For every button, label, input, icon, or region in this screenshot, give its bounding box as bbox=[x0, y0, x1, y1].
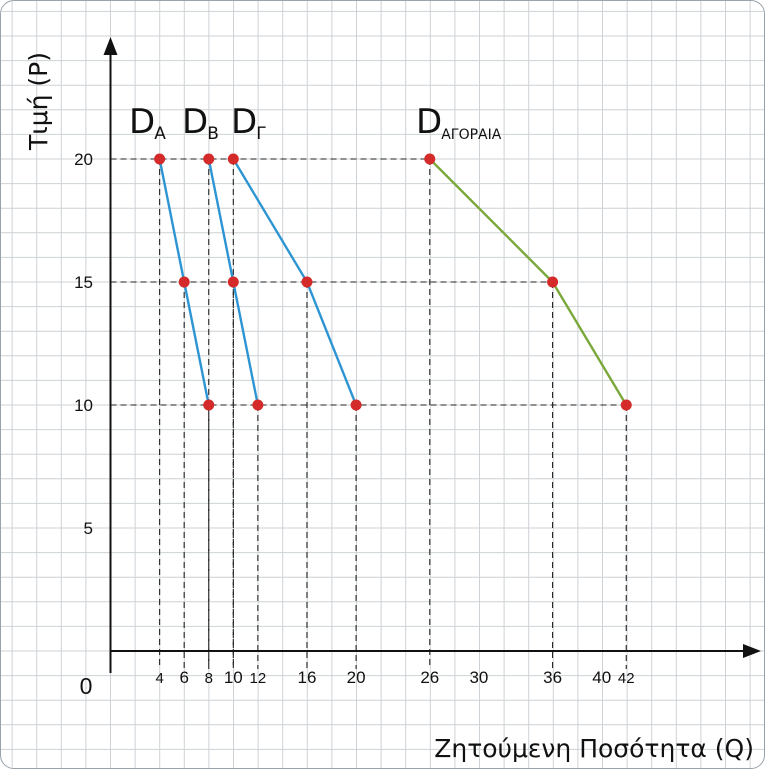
data-point bbox=[203, 154, 214, 165]
data-point bbox=[301, 277, 312, 288]
x-tick-label: 4 bbox=[155, 670, 163, 687]
curve-subscript: A bbox=[154, 124, 166, 144]
x-tick-label: 26 bbox=[420, 668, 439, 687]
x-tick-label: 16 bbox=[298, 668, 317, 687]
x-tick-label: 12 bbox=[250, 670, 267, 687]
data-point bbox=[154, 154, 165, 165]
x-tick-label: 36 bbox=[543, 668, 562, 687]
x-tick-label: 8 bbox=[205, 670, 213, 687]
x-tick-label: 42 bbox=[618, 670, 635, 687]
data-point bbox=[621, 400, 632, 411]
data-point bbox=[228, 277, 239, 288]
curve-label: DΑΓΟΡΑΙΑ bbox=[416, 102, 502, 143]
y-tick-label: 15 bbox=[74, 273, 93, 292]
x-axis-title: Ζητούμενη Ποσότητα (Q) bbox=[434, 734, 754, 763]
x-axis-arrow-icon bbox=[743, 644, 761, 658]
curve-label: DΓ bbox=[231, 102, 266, 144]
y-tick-label: 20 bbox=[74, 150, 93, 169]
x-tick-label: 30 bbox=[469, 668, 488, 687]
data-point bbox=[424, 154, 435, 165]
dashed-guides bbox=[111, 159, 627, 669]
curve-labels: DA DB DΓ DΑΓΟΡΑΙΑ bbox=[129, 102, 502, 144]
data-point bbox=[547, 277, 558, 288]
x-tick-label: 6 bbox=[179, 668, 188, 687]
y-axis-arrow-icon bbox=[104, 37, 118, 55]
curve-subscript: ΑΓΟΡΑΙΑ bbox=[441, 127, 502, 143]
x-tick-labels: 4 6 8 10 12 16 20 26 30 36 40 42 bbox=[155, 668, 634, 687]
data-point bbox=[252, 400, 263, 411]
y-axis-title: Τιμή (P) bbox=[24, 52, 53, 151]
x-tick-label: 40 bbox=[592, 668, 611, 687]
curve-label: DB bbox=[182, 102, 219, 144]
curve-label: DA bbox=[129, 102, 166, 144]
x-tick-label: 10 bbox=[224, 668, 243, 687]
data-point bbox=[351, 400, 362, 411]
y-tick-label: 5 bbox=[84, 519, 93, 538]
x-tick-label: 20 bbox=[347, 668, 366, 687]
curve-subscript: Γ bbox=[256, 124, 266, 144]
data-point bbox=[203, 400, 214, 411]
curve-subscript: B bbox=[207, 124, 219, 144]
origin-label: 0 bbox=[80, 673, 93, 699]
data-point bbox=[228, 154, 239, 165]
y-tick-label: 10 bbox=[74, 396, 93, 415]
data-point bbox=[179, 277, 190, 288]
